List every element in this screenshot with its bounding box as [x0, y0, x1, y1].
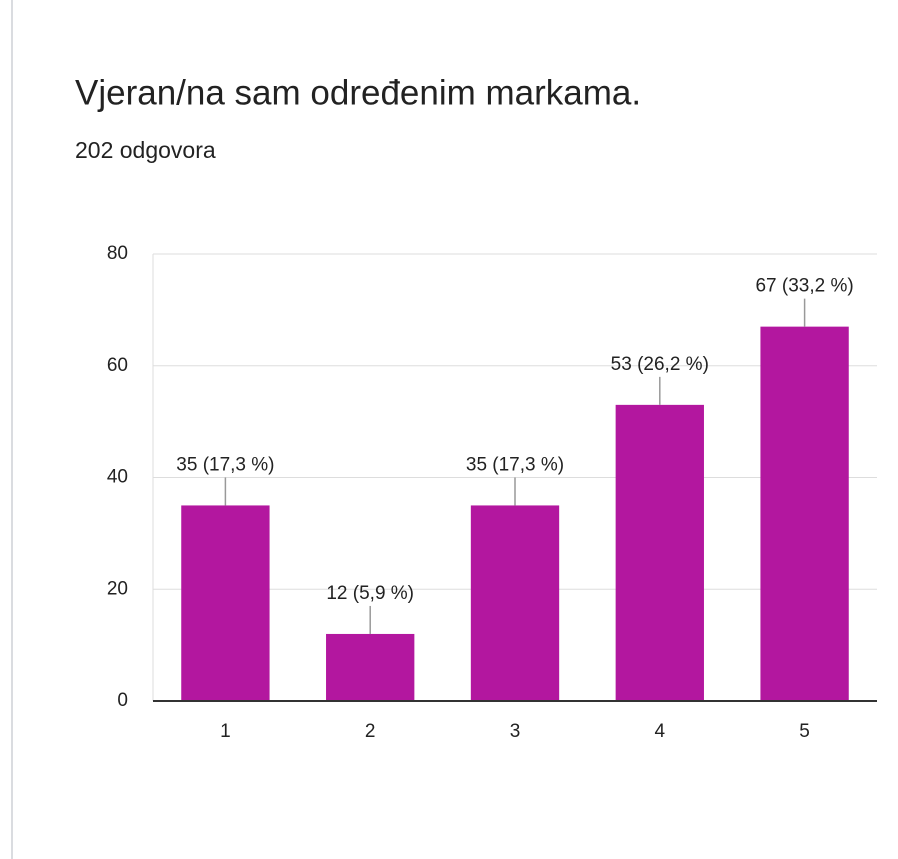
value-label: 35 (17,3 %) [176, 454, 274, 475]
y-tick-label: 0 [117, 690, 128, 711]
y-tick-label: 80 [107, 243, 128, 264]
y-tick-label: 40 [107, 467, 128, 488]
bar [470, 505, 560, 701]
x-tick-label: 1 [220, 721, 231, 742]
bar [615, 404, 704, 701]
x-tick-label: 3 [510, 721, 521, 742]
y-tick-label: 20 [107, 578, 128, 599]
bar [326, 633, 415, 701]
x-tick-label: 2 [365, 721, 376, 742]
chart-title: Vjeran/na sam određenim markama. [75, 73, 641, 112]
value-label: 35 (17,3 %) [466, 454, 564, 475]
x-tick-label: 5 [799, 721, 810, 742]
chart-subtitle: 202 odgovora [75, 137, 216, 163]
value-label: 12 (5,9 %) [326, 583, 414, 604]
value-label: 53 (26,2 %) [611, 354, 709, 375]
y-tick-label: 60 [107, 355, 128, 376]
x-tick-label: 4 [655, 721, 666, 742]
bar [181, 505, 270, 701]
value-label: 67 (33,2 %) [755, 276, 853, 297]
bar [760, 326, 849, 701]
